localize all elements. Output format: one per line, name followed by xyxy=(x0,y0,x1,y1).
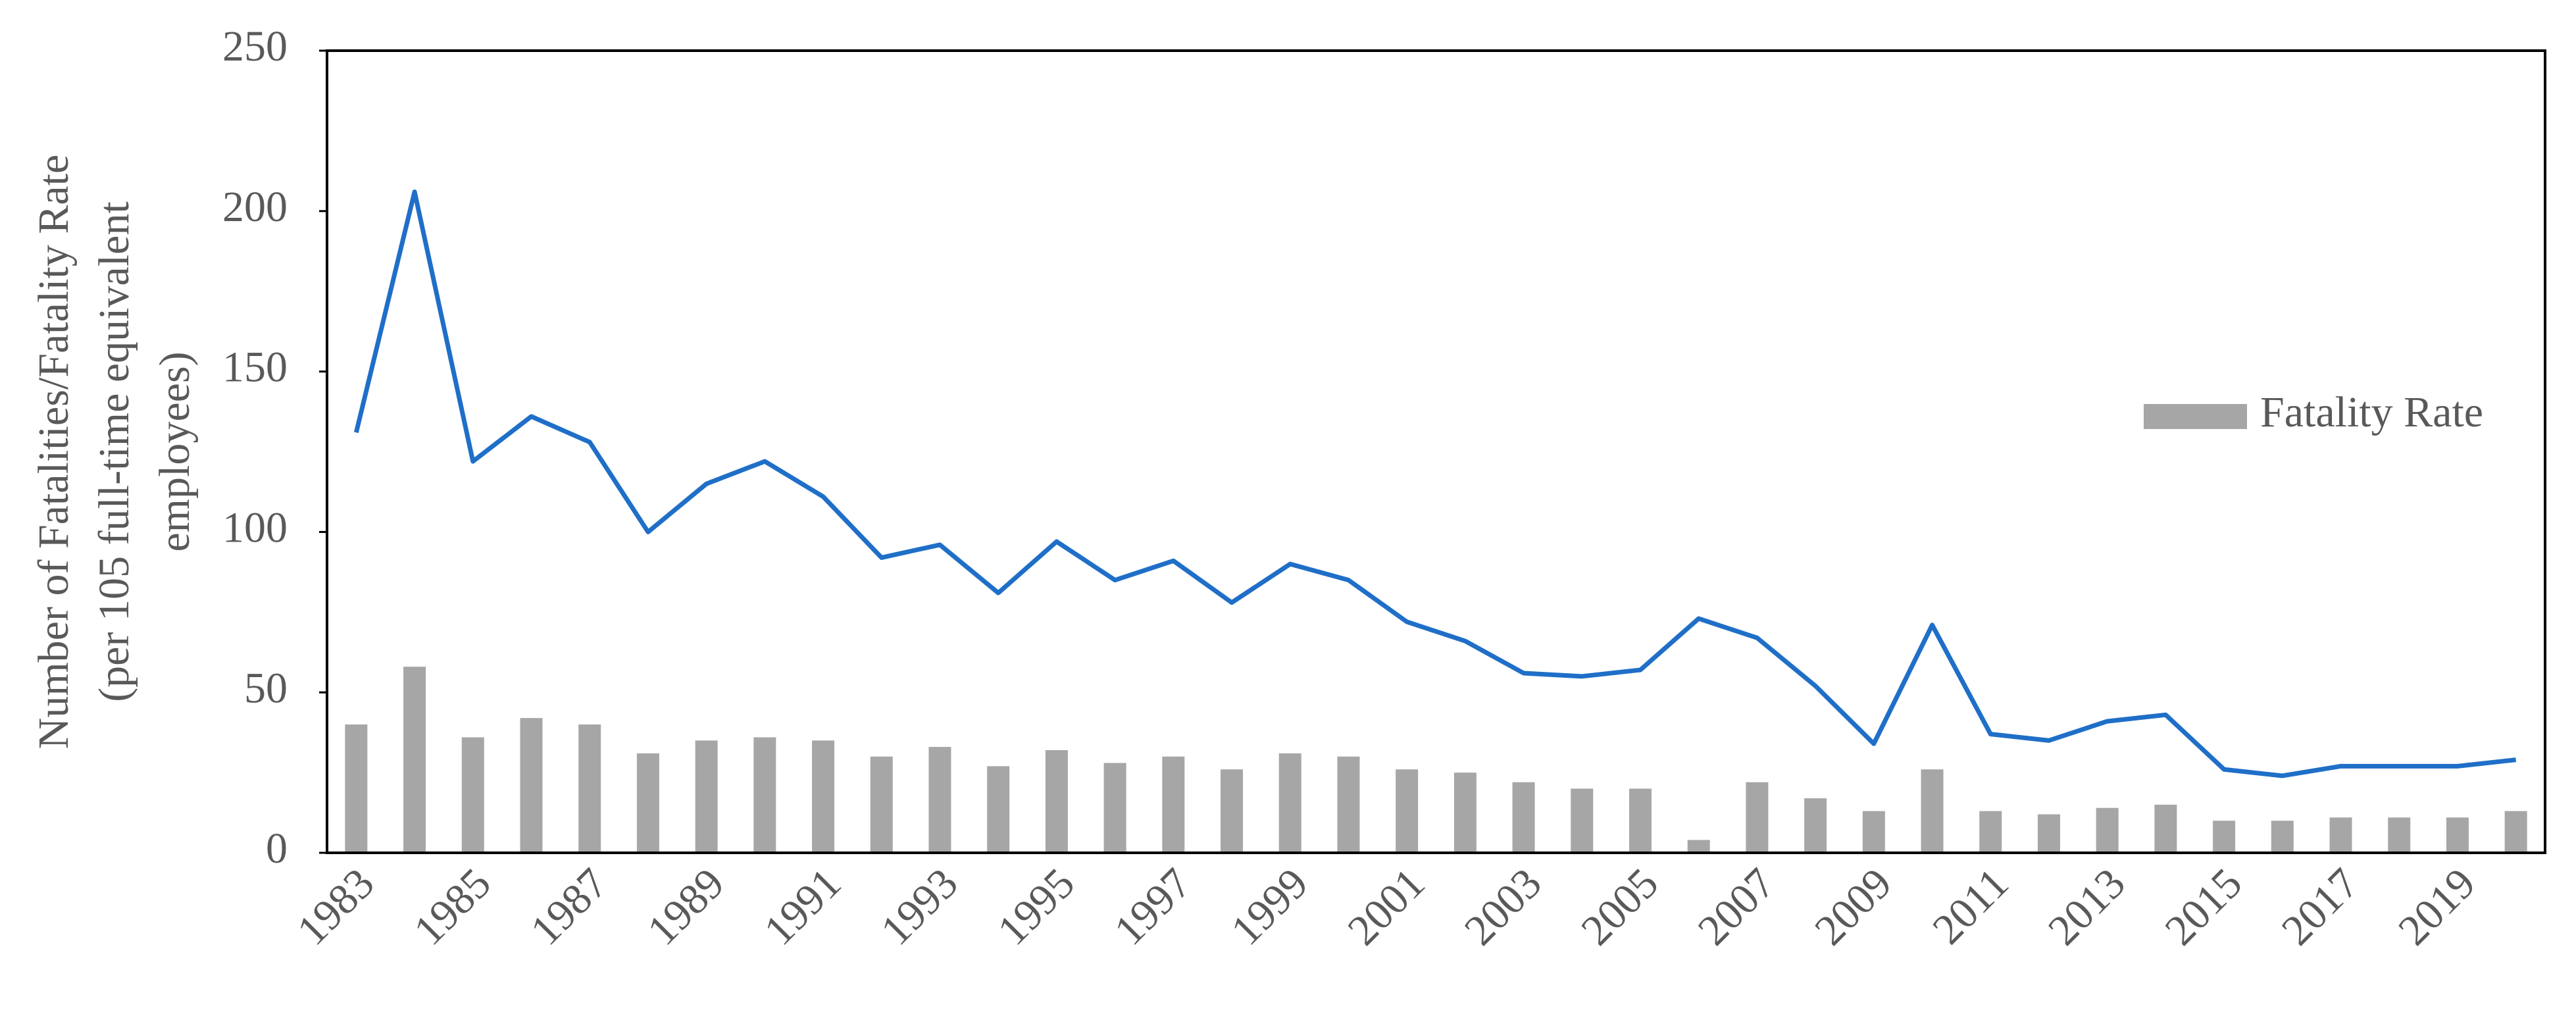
bar xyxy=(928,747,951,853)
bar xyxy=(1921,769,1944,853)
bar xyxy=(1979,811,2002,853)
bar xyxy=(753,737,776,853)
line xyxy=(353,190,2517,778)
bar xyxy=(1512,782,1535,853)
bar xyxy=(1162,756,1185,853)
bar xyxy=(403,667,426,853)
y-tick-label: 250 xyxy=(222,22,288,70)
bar xyxy=(870,756,893,853)
bar xyxy=(1746,782,1769,853)
y-tick-label: 50 xyxy=(244,664,288,712)
bar xyxy=(345,724,368,853)
bar xyxy=(636,753,659,853)
bar xyxy=(461,737,484,853)
bar xyxy=(1629,788,1652,853)
bar xyxy=(1103,763,1126,853)
bar xyxy=(1453,773,1477,853)
bar xyxy=(1571,788,1594,853)
y-tick-label: 200 xyxy=(222,183,288,231)
bar xyxy=(1862,811,1885,853)
bar xyxy=(2154,804,2177,853)
bar xyxy=(2213,821,2236,853)
bar xyxy=(2271,821,2294,853)
bar xyxy=(1687,840,1710,853)
bar xyxy=(812,740,835,853)
y-tick-label: 100 xyxy=(222,504,288,552)
bar xyxy=(2329,817,2352,853)
legend-swatch xyxy=(2144,404,2247,429)
bar xyxy=(2037,814,2060,853)
bar xyxy=(2504,811,2527,853)
y-tick-label: 0 xyxy=(266,825,288,873)
bar xyxy=(987,766,1010,853)
bar xyxy=(520,718,543,853)
y-axis-title: employees) xyxy=(151,351,199,551)
bar xyxy=(1804,798,1827,853)
y-axis-title: (per 105 full-time equivalent xyxy=(90,201,138,702)
plot-frame xyxy=(326,49,2546,854)
bar xyxy=(1221,769,1244,853)
bar xyxy=(2388,817,2411,853)
y-axis-title: Number of Fatalities/Fatality Rate xyxy=(30,155,78,749)
bar xyxy=(1337,756,1360,853)
bar xyxy=(695,740,718,853)
bar xyxy=(1045,749,1068,853)
legend-label: Fatality Rate xyxy=(2260,388,2483,436)
bar xyxy=(2446,817,2469,853)
bar xyxy=(2096,807,2119,853)
bar xyxy=(1396,769,1419,853)
bar xyxy=(1278,753,1301,853)
y-tick-label: 150 xyxy=(222,343,288,392)
bar xyxy=(578,724,601,853)
